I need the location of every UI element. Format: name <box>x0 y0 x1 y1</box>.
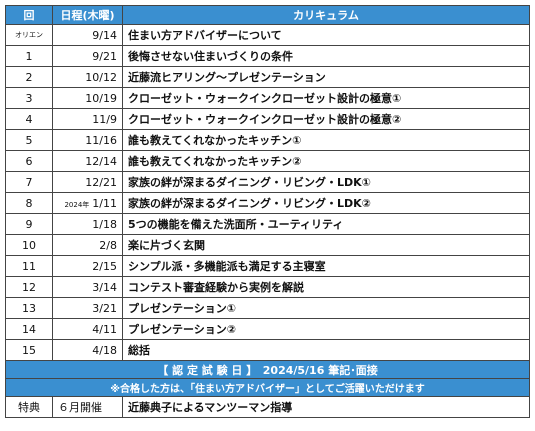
row-date: 10/12 <box>85 70 117 84</box>
row-date-cell: 12/21 <box>52 171 123 193</box>
row-curriculum: クローゼット・ウォークインクローゼット設計の極意② <box>122 108 530 130</box>
row-date: 1/11 <box>92 196 117 210</box>
bonus-content: 近藤典子によるマンツーマン指導 <box>122 396 530 418</box>
row-curriculum: シンプル派・多機能派も満足する主寝室 <box>122 255 530 277</box>
row-number: 8 <box>5 192 53 214</box>
row-date-cell: 9/21 <box>52 45 123 67</box>
row-date: 2/8 <box>99 238 117 252</box>
row-date: 12/21 <box>85 175 117 189</box>
row-curriculum: 5つの機能を備えた洗面所・ユーティリティ <box>122 213 530 235</box>
row: 11 2/15 シンプル派・多機能派も満足する主寝室 <box>5 255 530 277</box>
row-curriculum: クローゼット・ウォークインクローゼット設計の極意① <box>122 87 530 109</box>
row-date: 12/14 <box>85 154 117 168</box>
row: 7 12/21 家族の絆が深まるダイニング・リビング・LDK① <box>5 171 530 193</box>
row-date: 2/15 <box>92 259 117 273</box>
header-cell: 日程(木曜) <box>52 5 123 25</box>
exam: 【 認 定 試 験 日 】 2024/5/16 筆記･面接 <box>5 360 530 379</box>
header-cell: カリキュラム <box>122 5 530 25</box>
row-number: 9 <box>5 213 53 235</box>
row-curriculum: 総括 <box>122 339 530 361</box>
row-curriculum: 住まい方アドバイザーについて <box>122 24 530 46</box>
row: 9 1/18 5つの機能を備えた洗面所・ユーティリティ <box>5 213 530 235</box>
bonus-date: ６月開催 <box>52 396 123 418</box>
row: 6 12/14 誰も教えてくれなかったキッチン② <box>5 150 530 172</box>
table-body: オリエン 9/14 住まい方アドバイザーについて 1 9/21 後悔させない住まいづくりの… <box>5 24 530 361</box>
row-date-cell: 9/14 <box>52 24 123 46</box>
row-number: 3 <box>5 87 53 109</box>
row-date-cell: 2/15 <box>52 255 123 277</box>
row-date: 3/14 <box>92 280 117 294</box>
row-curriculum: 家族の絆が深まるダイニング・リビング・LDK① <box>122 171 530 193</box>
bonus-row: 特典 ６月開催 近藤典子によるマンツーマン指導 <box>5 396 530 418</box>
row: 4 11/9 クローゼット・ウォークインクローゼット設計の極意② <box>5 108 530 130</box>
notice-row: ※合格した方は、「住まい方アドバイザー」としてご活躍いただけます <box>5 378 530 397</box>
row-number: 13 <box>5 297 53 319</box>
row-number: 14 <box>5 318 53 340</box>
row-date: 11/9 <box>92 112 117 126</box>
row-date: 11/16 <box>85 133 117 147</box>
row-number: 15 <box>5 339 53 361</box>
row-curriculum: 近藤流ヒアリング～プレゼンテーション <box>122 66 530 88</box>
row: 8 2024年 1/11 家族の絆が深まるダイニング・リビング・LDK② <box>5 192 530 214</box>
row-curriculum: 家族の絆が深まるダイニング・リビング・LDK② <box>122 192 530 214</box>
row-date-cell: 10/19 <box>52 87 123 109</box>
row-number: 2 <box>5 66 53 88</box>
row: 2 10/12 近藤流ヒアリング～プレゼンテーション <box>5 66 530 88</box>
row-curriculum: 後悔させない住まいづくりの条件 <box>122 45 530 67</box>
row-year: 2024年 <box>64 200 90 209</box>
row-curriculum: コンテスト審査経験から実例を解説 <box>122 276 530 298</box>
row-number: 4 <box>5 108 53 130</box>
row-number: 11 <box>5 255 53 277</box>
row-curriculum: 誰も教えてくれなかったキッチン② <box>122 150 530 172</box>
row-date-cell: 4/11 <box>52 318 123 340</box>
notice: ※合格した方は、「住まい方アドバイザー」としてご活躍いただけます <box>5 378 530 397</box>
row: オリエン 9/14 住まい方アドバイザーについて <box>5 24 530 46</box>
exam-row: 【 認 定 試 験 日 】 2024/5/16 筆記･面接 <box>5 360 530 379</box>
row: 14 4/11 プレゼンテーション② <box>5 318 530 340</box>
header-cell: 回 <box>5 5 53 25</box>
row-number: 1 <box>5 45 53 67</box>
row-date-cell: 1/18 <box>52 213 123 235</box>
row: 5 11/16 誰も教えてくれなかったキッチン① <box>5 129 530 151</box>
row-date: 4/11 <box>92 322 117 336</box>
row: 3 10/19 クローゼット・ウォークインクローゼット設計の極意① <box>5 87 530 109</box>
row-date-cell: 3/14 <box>52 276 123 298</box>
row-date: 4/18 <box>92 343 117 357</box>
row-number: 6 <box>5 150 53 172</box>
row-date: 1/18 <box>92 217 117 231</box>
row-date-cell: 2024年 1/11 <box>52 192 123 214</box>
row-date-cell: 11/9 <box>52 108 123 130</box>
row-date-cell: 10/12 <box>52 66 123 88</box>
row: 10 2/8 楽に片づく玄関 <box>5 234 530 256</box>
row-date-cell: 12/14 <box>52 150 123 172</box>
row-date-cell: 3/21 <box>52 297 123 319</box>
row-number: オリエン <box>5 24 53 46</box>
row-curriculum: 誰も教えてくれなかったキッチン① <box>122 129 530 151</box>
row-number: 12 <box>5 276 53 298</box>
table-footer: 【 認 定 試 験 日 】 2024/5/16 筆記･面接 ※合格した方は、「住… <box>5 360 530 418</box>
bonus-label: 特典 <box>5 396 53 418</box>
row-date: 10/19 <box>85 91 117 105</box>
row-curriculum: プレゼンテーション② <box>122 318 530 340</box>
row-date-cell: 2/8 <box>52 234 123 256</box>
row-curriculum: プレゼンテーション① <box>122 297 530 319</box>
header-row: 回 日程(木曜) カリキュラム <box>5 5 530 25</box>
row-date: 3/21 <box>92 301 117 315</box>
row: 15 4/18 総括 <box>5 339 530 361</box>
row-date-cell: 4/18 <box>52 339 123 361</box>
row: 12 3/14 コンテスト審査経験から実例を解説 <box>5 276 530 298</box>
row-number: 7 <box>5 171 53 193</box>
row: 1 9/21 後悔させない住まいづくりの条件 <box>5 45 530 67</box>
row-date-cell: 11/16 <box>52 129 123 151</box>
row-curriculum: 楽に片づく玄関 <box>122 234 530 256</box>
row-number: 5 <box>5 129 53 151</box>
row-date: 9/21 <box>92 49 117 63</box>
curriculum-table: 回 日程(木曜) カリキュラム オリエン 9/14 住まい方アドバイザーについて 1 9… <box>5 5 530 418</box>
row-number: 10 <box>5 234 53 256</box>
row: 13 3/21 プレゼンテーション① <box>5 297 530 319</box>
row-date: 9/14 <box>92 28 117 42</box>
